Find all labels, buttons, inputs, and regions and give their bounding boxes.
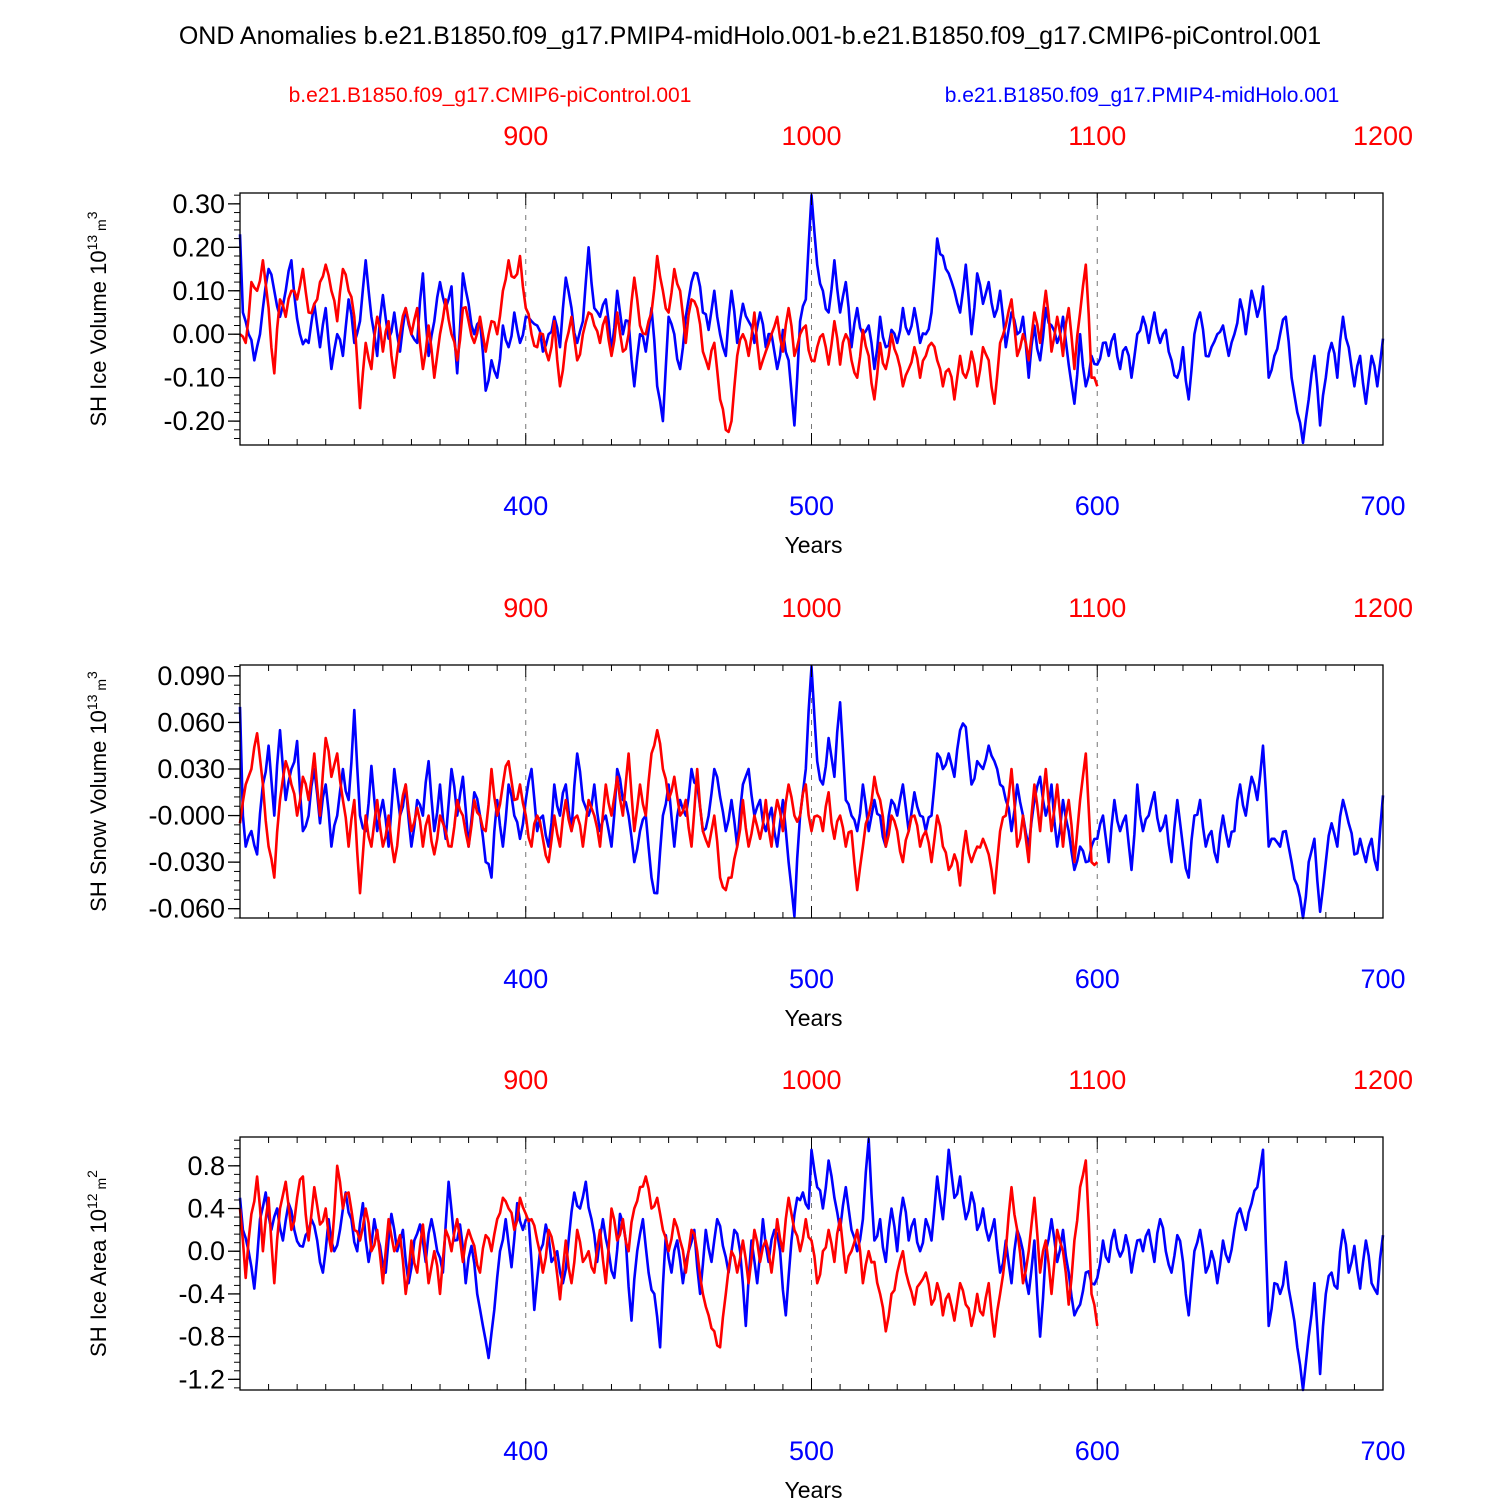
top-tick-label: 900 bbox=[503, 1065, 548, 1095]
top-tick-label: 1200 bbox=[1353, 1065, 1413, 1095]
top-tick-label: 1000 bbox=[781, 1065, 841, 1095]
y-tick-label: -0.030 bbox=[148, 847, 225, 877]
bottom-tick-label: 700 bbox=[1360, 1436, 1405, 1466]
y-tick-label: -0.10 bbox=[163, 363, 225, 393]
top-tick-label: 1000 bbox=[781, 593, 841, 623]
series-line-piControl bbox=[238, 1159, 1099, 1349]
top-tick-label: 1200 bbox=[1353, 593, 1413, 623]
panel-ice-volume: -0.20 -0.10 0.00 0.10 0.20 0.30 SH Ice Volume … bbox=[84, 121, 1413, 558]
bottom-tick-label: 500 bbox=[789, 1436, 834, 1466]
bottom-tick-label: 400 bbox=[503, 964, 548, 994]
y-tick-label: 0.060 bbox=[157, 707, 225, 737]
y-tick-label: -0.8 bbox=[178, 1322, 225, 1352]
series-line-piControl bbox=[238, 728, 1099, 895]
legend-midholo: b.e21.B1850.f09_g17.PMIP4-midHolo.001 bbox=[945, 84, 1340, 107]
series-line-piControl bbox=[239, 254, 1099, 434]
y-tick-label: -0.060 bbox=[148, 894, 225, 924]
y-tick-label: 0.090 bbox=[157, 661, 225, 691]
y-tick-label: -0.000 bbox=[148, 801, 225, 831]
top-tick-label: 900 bbox=[503, 121, 548, 151]
y-tick-label: 0.30 bbox=[172, 189, 225, 219]
panels: -0.20 -0.10 0.00 0.10 0.20 0.30 SH Ice Volume … bbox=[84, 121, 1413, 1500]
panel-ice-area: -1.2 -0.8 -0.4 0.0 0.4 0.8 SH Ice Area 1012 m2… bbox=[84, 1065, 1413, 1500]
bottom-tick-label: 600 bbox=[1075, 1436, 1120, 1466]
y-tick-label: 0.8 bbox=[187, 1151, 225, 1181]
x-axis-label: Years bbox=[785, 1005, 843, 1031]
bottom-tick-label: 600 bbox=[1075, 491, 1120, 521]
series-line-midHolo bbox=[238, 1137, 1385, 1392]
y-tick-label: 0.0 bbox=[187, 1236, 225, 1266]
top-tick-label: 1100 bbox=[1068, 593, 1126, 623]
y-tick-label: -1.2 bbox=[178, 1364, 225, 1394]
series-line-midHolo bbox=[238, 665, 1385, 920]
bottom-tick-label: 500 bbox=[789, 491, 834, 521]
y-tick-label: 0.00 bbox=[172, 319, 225, 349]
y-tick-label: 0.10 bbox=[172, 276, 225, 306]
bottom-tick-label: 700 bbox=[1360, 491, 1405, 521]
y-axis-label: SH Snow Volume 1013 m3 bbox=[84, 671, 111, 912]
y-tick-label: 0.4 bbox=[187, 1194, 225, 1224]
x-axis-label: Years bbox=[785, 1477, 843, 1500]
bottom-tick-label: 400 bbox=[503, 1436, 548, 1466]
y-tick-label: -0.20 bbox=[163, 406, 225, 436]
top-tick-label: 1100 bbox=[1068, 1065, 1126, 1095]
y-tick-label: 0.20 bbox=[172, 232, 225, 262]
legend-picontrol: b.e21.B1850.f09_g17.CMIP6-piControl.001 bbox=[289, 84, 692, 107]
top-tick-label: 1000 bbox=[781, 121, 841, 151]
bottom-tick-label: 600 bbox=[1075, 964, 1120, 994]
y-axis-label: SH Ice Volume 1013 m3 bbox=[84, 211, 111, 426]
y-tick-label: 0.030 bbox=[157, 754, 225, 784]
panel-snow-volume: -0.060 -0.030 -0.000 0.030 0.060 0.090 SH Snow… bbox=[84, 593, 1413, 1031]
bottom-tick-label: 500 bbox=[789, 964, 834, 994]
bottom-tick-label: 700 bbox=[1360, 964, 1405, 994]
top-tick-label: 900 bbox=[503, 593, 548, 623]
top-tick-label: 1100 bbox=[1068, 121, 1126, 151]
y-axis-label: SH Ice Area 1012 m2 bbox=[84, 1170, 111, 1357]
y-tick-label: -0.4 bbox=[178, 1279, 225, 1309]
x-axis-label: Years bbox=[785, 532, 843, 558]
chart-title: OND Anomalies b.e21.B1850.f09_g17.PMIP4-… bbox=[179, 22, 1321, 50]
bottom-tick-label: 400 bbox=[503, 491, 548, 521]
top-tick-label: 1200 bbox=[1353, 121, 1413, 151]
